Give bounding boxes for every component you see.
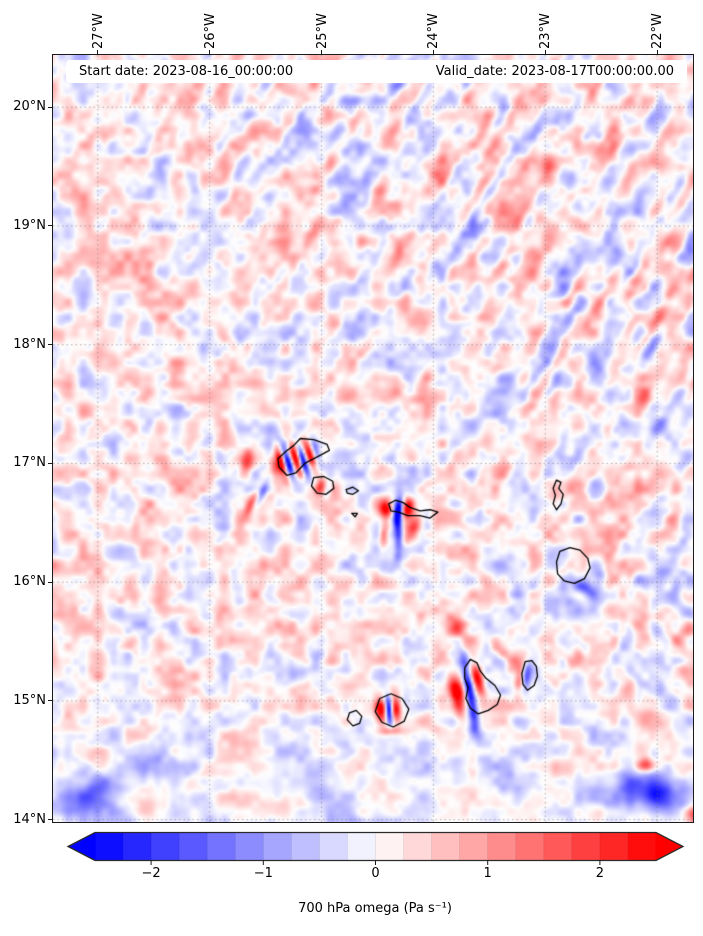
lat-tick-label: 15°N [13, 692, 46, 708]
lon-tickmark [432, 50, 434, 54]
colorbar-segment [515, 832, 545, 861]
lon-tickmark [656, 50, 658, 54]
lat-tick-label: 19°N [13, 217, 46, 233]
colorbar-segment [459, 832, 489, 861]
lon-tickmark [544, 50, 546, 54]
lon-tick-label: 27°W [90, 13, 106, 49]
colorbar-outline [66, 831, 685, 862]
colorbar-tick-label: 0 [371, 866, 380, 881]
colorbar-label: 700 hPa omega (Pa s⁻¹) [298, 901, 452, 916]
colorbar-segment [123, 832, 152, 861]
lon-tick-label: 24°W [426, 13, 442, 49]
lon-tick-label: 22°W [650, 13, 666, 49]
colorbar-segment [403, 832, 433, 861]
lat-tick-label: 14°N [13, 811, 46, 827]
colorbar-segment [95, 832, 124, 861]
lat-tick-label: 20°N [13, 99, 46, 115]
colorbar-tick-label: 1 [483, 866, 492, 881]
lon-tick-label: 26°W [202, 13, 218, 49]
colorbar-segment [151, 832, 180, 861]
colorbar-segment [599, 832, 629, 861]
colorbar-segment [487, 832, 517, 861]
valid-date-label: Valid_date: 2023-08-17T00:00:00.00 [435, 64, 674, 79]
start-date-label: Start date: 2023-08-16_00:00:00 [79, 64, 294, 79]
lat-tickmark [48, 700, 52, 702]
lon-tick-label: 25°W [314, 13, 330, 49]
colorbar-segment [347, 832, 376, 861]
colorbar-tick-label: −1 [253, 866, 273, 881]
colorbar-segment [627, 832, 657, 861]
title-strip: Start date: 2023-08-16_00:00:00 Valid_da… [66, 60, 687, 83]
colorbar-segment [375, 832, 405, 861]
lat-tickmark [48, 344, 52, 346]
lon-tickmark [321, 50, 323, 54]
lat-tickmark [48, 819, 52, 821]
colorbar-tick-label: 2 [595, 866, 605, 881]
lon-tick-label: 23°W [538, 13, 554, 49]
colorbar-segment [543, 832, 573, 861]
colorbar-segment [571, 832, 601, 861]
lat-tickmark [48, 106, 52, 108]
lon-tickmark [97, 50, 99, 54]
lat-tick-label: 16°N [13, 574, 46, 590]
colorbar-segment [431, 832, 461, 861]
lat-tickmark [48, 462, 52, 464]
lat-tickmark [48, 225, 52, 227]
colorbar-segment [319, 832, 348, 861]
lat-tick-label: 17°N [13, 455, 46, 471]
lon-tickmark [209, 50, 211, 54]
lat-tick-label: 18°N [13, 336, 46, 352]
colorbar-segment [207, 832, 236, 861]
colorbar-segment [263, 832, 292, 861]
colorbar-segment [179, 832, 208, 861]
colorbar-segment [291, 832, 320, 861]
colorbar-tick-label: −2 [141, 866, 161, 881]
map-canvas [53, 55, 693, 822]
lat-tickmark [48, 581, 52, 583]
colorbar [66, 831, 685, 865]
plot-frame [52, 54, 694, 823]
colorbar-segment [235, 832, 264, 861]
